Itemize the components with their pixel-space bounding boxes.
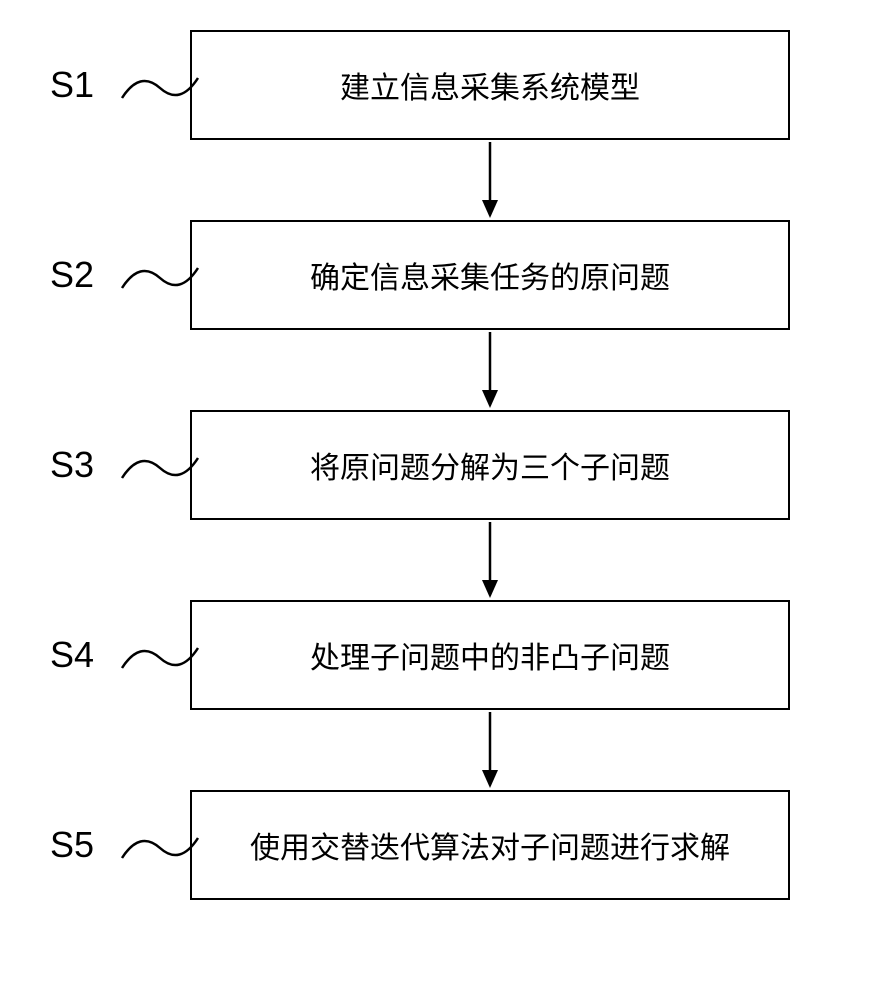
flowchart-container: S1 建立信息采集系统模型 S2 确定信息采集任务的原问题 S3 bbox=[50, 30, 830, 900]
step-text-s1: 建立信息采集系统模型 bbox=[340, 63, 640, 107]
step-text-s3: 将原问题分解为三个子问题 bbox=[310, 443, 670, 487]
step-box-s3: 将原问题分解为三个子问题 bbox=[190, 410, 790, 520]
arrow-down-icon bbox=[475, 710, 505, 790]
arrow-connector bbox=[190, 520, 790, 600]
step-box-s1: 建立信息采集系统模型 bbox=[190, 30, 790, 140]
step-text-s2: 确定信息采集任务的原问题 bbox=[310, 253, 670, 297]
tilde-connector-icon bbox=[120, 440, 200, 490]
step-row-s5: S5 使用交替迭代算法对子问题进行求解 bbox=[50, 790, 830, 900]
arrow-down-icon bbox=[475, 330, 505, 410]
arrow-connector bbox=[190, 330, 790, 410]
step-text-s4: 处理子问题中的非凸子问题 bbox=[310, 633, 670, 677]
arrow-down-icon bbox=[475, 140, 505, 220]
arrow-connector bbox=[190, 710, 790, 790]
step-text-s5: 使用交替迭代算法对子问题进行求解 bbox=[250, 823, 730, 867]
tilde-connector-icon bbox=[120, 630, 200, 680]
arrow-connector bbox=[190, 140, 790, 220]
step-row-s2: S2 确定信息采集任务的原问题 bbox=[50, 220, 830, 330]
step-row-s3: S3 将原问题分解为三个子问题 bbox=[50, 410, 830, 520]
step-box-s5: 使用交替迭代算法对子问题进行求解 bbox=[190, 790, 790, 900]
step-box-s4: 处理子问题中的非凸子问题 bbox=[190, 600, 790, 710]
tilde-connector-icon bbox=[120, 250, 200, 300]
tilde-connector-icon bbox=[120, 60, 200, 110]
arrow-down-icon bbox=[475, 520, 505, 600]
step-row-s1: S1 建立信息采集系统模型 bbox=[50, 30, 830, 140]
step-row-s4: S4 处理子问题中的非凸子问题 bbox=[50, 600, 830, 710]
tilde-connector-icon bbox=[120, 820, 200, 870]
step-box-s2: 确定信息采集任务的原问题 bbox=[190, 220, 790, 330]
